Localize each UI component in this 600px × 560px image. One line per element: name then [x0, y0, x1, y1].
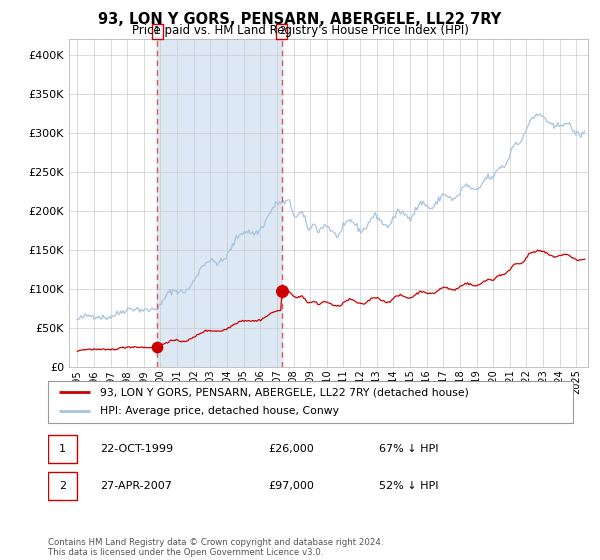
Bar — [48, 435, 77, 463]
Text: 93, LON Y GORS, PENSARN, ABERGELE, LL22 7RY (detached house): 93, LON Y GORS, PENSARN, ABERGELE, LL22 … — [101, 387, 469, 397]
Text: 22-OCT-1999: 22-OCT-1999 — [101, 444, 173, 454]
Bar — [48, 472, 77, 500]
Text: £26,000: £26,000 — [269, 444, 314, 454]
Text: 1: 1 — [59, 444, 66, 454]
Text: Contains HM Land Registry data © Crown copyright and database right 2024.
This d: Contains HM Land Registry data © Crown c… — [48, 538, 383, 557]
Text: 1: 1 — [154, 26, 160, 36]
Text: HPI: Average price, detached house, Conwy: HPI: Average price, detached house, Conw… — [101, 407, 340, 417]
Point — [277, 287, 287, 296]
Bar — [157, 39, 282, 367]
Text: 27-APR-2007: 27-APR-2007 — [101, 480, 172, 491]
Text: 2: 2 — [59, 480, 66, 491]
FancyBboxPatch shape — [48, 381, 573, 423]
Text: 2: 2 — [279, 26, 285, 36]
Point — [152, 342, 162, 351]
Text: 67% ↓ HPI: 67% ↓ HPI — [379, 444, 438, 454]
Text: Price paid vs. HM Land Registry's House Price Index (HPI): Price paid vs. HM Land Registry's House … — [131, 24, 469, 36]
Text: 52% ↓ HPI: 52% ↓ HPI — [379, 480, 438, 491]
Text: 93, LON Y GORS, PENSARN, ABERGELE, LL22 7RY: 93, LON Y GORS, PENSARN, ABERGELE, LL22 … — [98, 12, 502, 27]
Text: £97,000: £97,000 — [269, 480, 314, 491]
